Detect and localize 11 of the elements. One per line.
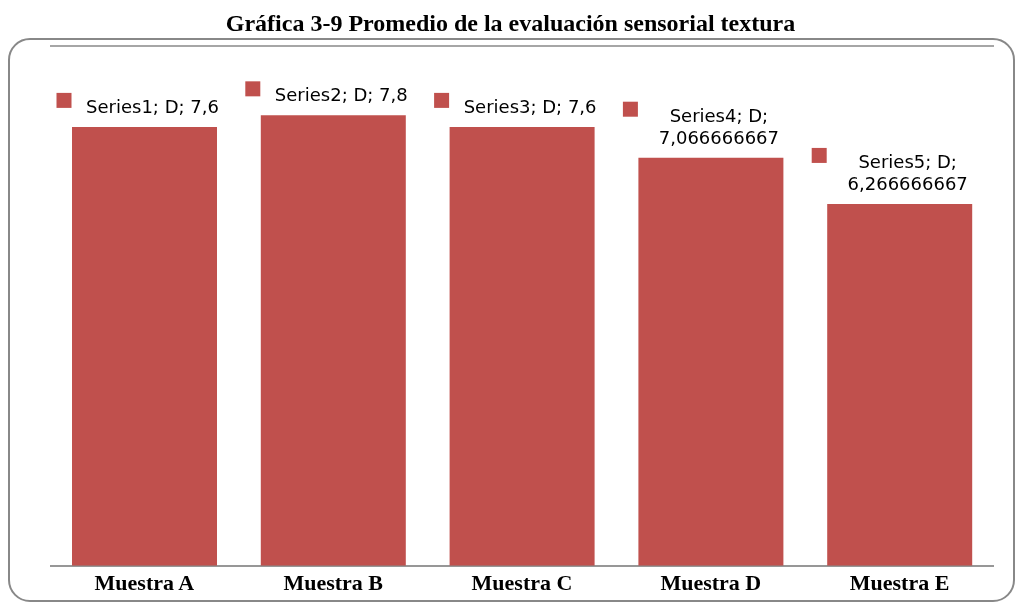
data-label: Series4; D; 7,066666667 [658,104,780,148]
data-label: Series5; D; 6,266666667 [847,150,968,194]
x-tick-label: Muestra C [471,569,573,595]
data-label: Series1; D; 7,6 [86,95,219,117]
data-label: Series3; D; 7,6 [463,95,597,117]
x-tick-label: Muestra B [283,569,384,595]
x-tick-label: Muestra D [660,569,762,595]
x-tick-label: Muestra E [849,569,950,595]
x-tick-label: Muestra A [94,569,195,595]
chart-title: Gráfica 3-9 Promedio de la evaluación sensorial textura [224,9,797,38]
data-label: Series2; D; 7,8 [274,84,408,106]
